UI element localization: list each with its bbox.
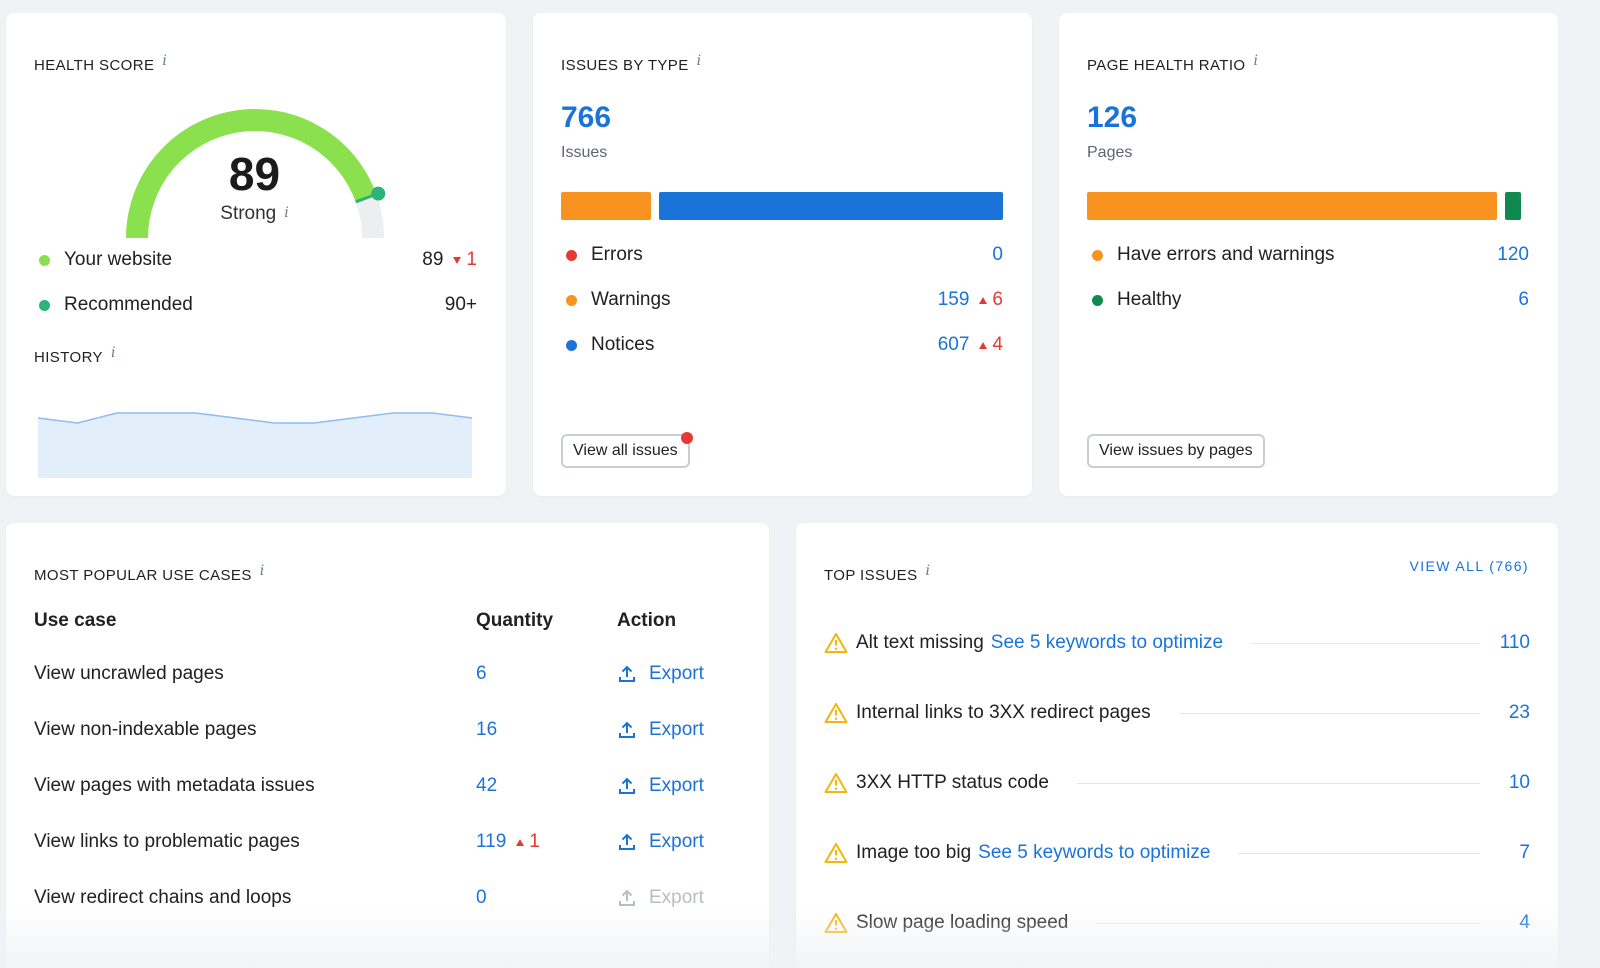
- top-issues-card: TOP ISSUES i VIEW ALL (766) Alt text mis…: [796, 523, 1558, 968]
- issue-label: Internal links to 3XX redirect pages: [856, 702, 1151, 723]
- issue-item[interactable]: Image too big See 5 keywords to optimize…: [824, 842, 1530, 864]
- issue-count[interactable]: 10: [1508, 772, 1530, 793]
- info-icon[interactable]: i: [1253, 52, 1259, 69]
- see-keywords-link[interactable]: See 5 keywords to optimize: [978, 842, 1211, 863]
- history-chart[interactable]: [36, 388, 476, 478]
- issue-item[interactable]: Slow page loading speed 4: [824, 912, 1530, 934]
- divider: [1251, 642, 1480, 644]
- legend-healthy: Healthy: [1092, 289, 1181, 311]
- delta-up: 6: [979, 289, 1003, 311]
- warning-icon: [824, 843, 848, 863]
- gauge-marker: [371, 186, 386, 201]
- pages-total-label: Pages: [1087, 144, 1133, 161]
- warning-icon: [824, 913, 848, 933]
- info-icon[interactable]: i: [284, 205, 289, 221]
- issue-item[interactable]: Internal links to 3XX redirect pages 23: [824, 702, 1530, 724]
- arrow-up-icon: [979, 296, 988, 304]
- divider: [1238, 852, 1480, 854]
- history-line: [37, 412, 473, 424]
- issue-count[interactable]: 110: [1499, 632, 1530, 653]
- issue-count[interactable]: 23: [1508, 702, 1530, 723]
- use-cases-card: MOST POPULAR USE CASES i: [6, 523, 769, 968]
- issue-label: 3XX HTTP status code: [856, 772, 1049, 793]
- info-icon[interactable]: i: [162, 52, 168, 69]
- warning-icon: [824, 703, 848, 723]
- page-health-ratio-card: PAGE HEALTH RATIO i 126 Pages Have error…: [1059, 13, 1558, 496]
- pages-bar-healthy[interactable]: [1505, 192, 1521, 220]
- history-title: HISTORY i: [34, 344, 116, 367]
- info-icon[interactable]: i: [925, 562, 931, 579]
- errors-value[interactable]: 0: [992, 244, 1003, 265]
- health-gauge: [126, 109, 386, 239]
- see-keywords-link[interactable]: See 5 keywords to optimize: [990, 632, 1224, 653]
- pages-bar: [1087, 192, 1530, 220]
- legend-notices: Notices: [566, 334, 654, 356]
- issue-label: Slow page loading speed: [856, 912, 1069, 933]
- healthy-value[interactable]: 6: [1518, 289, 1529, 310]
- errors-dot: [566, 249, 577, 261]
- have-errors-value[interactable]: 120: [1497, 244, 1529, 265]
- healthy-dot: [1092, 294, 1103, 306]
- issues-bar-warnings[interactable]: [561, 192, 652, 220]
- recommended-value: 90+: [444, 294, 477, 315]
- gauge-fill: [126, 109, 377, 239]
- warning-icon: [824, 633, 848, 653]
- legend-errors: Errors: [566, 244, 643, 266]
- info-icon[interactable]: i: [259, 562, 265, 579]
- arrow-up-icon: [979, 341, 988, 349]
- divider: [1096, 922, 1480, 924]
- delta-down: 1: [453, 249, 477, 271]
- have-errors-dot: [1092, 249, 1103, 261]
- issues-total-label: Issues: [561, 144, 608, 161]
- arrow-down-icon: [453, 256, 462, 264]
- legend-recommended: Recommended: [39, 294, 193, 316]
- issue-count[interactable]: 4: [1519, 912, 1530, 933]
- top-issues-title: TOP ISSUES i: [824, 562, 931, 585]
- view-issues-by-pages-button[interactable]: View issues by pages: [1087, 434, 1265, 468]
- use-cases-title: MOST POPULAR USE CASES i: [34, 562, 265, 585]
- issue-item[interactable]: 3XX HTTP status code 10: [824, 772, 1530, 794]
- notices-dot: [566, 339, 577, 351]
- health-rating: Strong i: [220, 203, 289, 224]
- notices-value[interactable]: 607 4: [937, 334, 1003, 356]
- issues-total[interactable]: 766: [561, 101, 612, 134]
- legend-warnings: Warnings: [566, 289, 671, 311]
- legend-have-errors: Have errors and warnings: [1092, 244, 1335, 266]
- recommended-dot: [39, 299, 50, 311]
- health-score-card: HEALTH SCORE i 89 Strong i Your website 8…: [6, 13, 506, 496]
- issues-by-type-card: ISSUES BY TYPE i 766 Issues Errors 0 War…: [533, 13, 1032, 496]
- history-area: [38, 413, 472, 478]
- delta-up: 4: [979, 334, 1003, 356]
- pages-bar-errors-warnings[interactable]: [1087, 192, 1498, 220]
- view-all-link[interactable]: VIEW ALL (766): [1409, 558, 1529, 574]
- legend-your-website: Your website: [39, 249, 172, 271]
- health-score-value: 89: [228, 148, 281, 200]
- warnings-value[interactable]: 159 6: [937, 289, 1003, 311]
- issues-by-type-title: ISSUES BY TYPE i: [561, 52, 702, 75]
- issues-bar: [561, 192, 1003, 220]
- info-icon[interactable]: i: [696, 52, 702, 69]
- your-website-value: 89 1: [422, 249, 477, 271]
- issue-label: Alt text missing: [856, 632, 984, 653]
- issues-bar-notices[interactable]: [659, 192, 1003, 220]
- warning-icon: [824, 773, 848, 793]
- divider: [1076, 782, 1480, 784]
- divider: [1178, 712, 1480, 714]
- issue-label: Image too big: [856, 842, 972, 863]
- notification-dot: [681, 432, 693, 444]
- issue-count[interactable]: 7: [1519, 842, 1530, 863]
- health-score-title: HEALTH SCORE i: [34, 52, 168, 75]
- pages-total[interactable]: 126: [1087, 101, 1138, 134]
- issue-item[interactable]: Alt text missing See 5 keywords to optim…: [824, 632, 1530, 654]
- info-icon[interactable]: i: [110, 344, 116, 361]
- view-all-issues-button[interactable]: View all issues: [561, 434, 690, 468]
- your-website-dot: [39, 254, 50, 266]
- page-health-ratio-title: PAGE HEALTH RATIO i: [1087, 52, 1259, 75]
- warnings-dot: [566, 294, 577, 306]
